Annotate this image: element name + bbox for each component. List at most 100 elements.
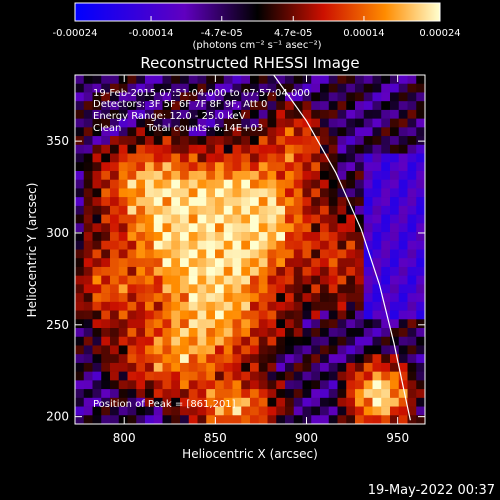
heatmap-cell bbox=[197, 336, 207, 346]
heatmap-cell bbox=[250, 380, 260, 390]
heatmap-cell bbox=[337, 371, 347, 381]
heatmap-cell bbox=[363, 284, 373, 294]
heatmap-cell bbox=[206, 153, 216, 163]
heatmap-cell bbox=[302, 319, 312, 329]
heatmap-cell bbox=[136, 258, 146, 268]
heatmap-cell bbox=[92, 258, 102, 268]
heatmap-cell bbox=[276, 101, 286, 111]
heatmap-cell bbox=[145, 389, 155, 399]
heatmap-cell bbox=[381, 301, 391, 311]
heatmap-cell bbox=[363, 258, 373, 268]
heatmap-cell bbox=[311, 415, 321, 424]
heatmap-cell bbox=[127, 223, 137, 233]
heatmap-cell bbox=[337, 275, 347, 285]
heatmap-cell bbox=[153, 232, 163, 242]
heatmap-cell bbox=[390, 284, 400, 294]
heatmap-cell bbox=[223, 144, 233, 154]
heatmap-cell bbox=[337, 354, 347, 364]
heatmap-cell bbox=[302, 188, 312, 198]
heatmap-cell bbox=[83, 249, 93, 259]
heatmap-cell bbox=[320, 362, 330, 372]
heatmap-cell bbox=[381, 92, 391, 102]
heatmap-cell bbox=[276, 153, 286, 163]
heatmap-cell bbox=[83, 258, 93, 268]
heatmap-cell bbox=[311, 188, 321, 198]
heatmap-cell bbox=[110, 354, 120, 364]
heatmap-cell bbox=[337, 197, 347, 207]
heatmap-cell bbox=[363, 144, 373, 154]
heatmap-cell bbox=[171, 144, 181, 154]
heatmap-cell bbox=[180, 205, 190, 215]
heatmap-cell bbox=[136, 249, 146, 259]
heatmap-cell bbox=[215, 389, 225, 399]
heatmap-cell bbox=[206, 362, 216, 372]
heatmap-cell bbox=[223, 118, 233, 128]
heatmap-cell bbox=[372, 197, 382, 207]
heatmap-cell bbox=[346, 249, 356, 259]
heatmap-cell bbox=[188, 415, 198, 424]
heatmap-cell bbox=[188, 92, 198, 102]
heatmap-cell bbox=[346, 109, 356, 119]
heatmap-cell bbox=[118, 266, 128, 276]
heatmap-cell bbox=[188, 293, 198, 303]
heatmap-cell bbox=[241, 406, 251, 416]
heatmap-cell bbox=[372, 284, 382, 294]
heatmap-cell bbox=[276, 214, 286, 224]
heatmap-cell bbox=[320, 179, 330, 189]
heatmap-cell bbox=[232, 415, 242, 424]
heatmap-cell bbox=[92, 170, 102, 180]
heatmap-cell bbox=[206, 188, 216, 198]
heatmap-cell bbox=[416, 266, 425, 276]
heatmap-cell bbox=[232, 162, 242, 172]
heatmap-cell bbox=[171, 232, 181, 242]
heatmap-cell bbox=[171, 83, 181, 93]
heatmap-cell bbox=[188, 380, 198, 390]
heatmap-cell bbox=[197, 275, 207, 285]
heatmap-cell bbox=[258, 162, 268, 172]
heatmap-cell bbox=[416, 328, 425, 338]
heatmap-cell bbox=[267, 293, 277, 303]
heatmap-cell bbox=[188, 301, 198, 311]
heatmap-cell bbox=[372, 380, 382, 390]
heatmap-cell bbox=[381, 345, 391, 355]
heatmap-cell bbox=[180, 179, 190, 189]
heatmap-cell bbox=[258, 75, 268, 85]
heatmap-cell bbox=[372, 362, 382, 372]
heatmap-cell bbox=[250, 249, 260, 259]
heatmap-cell bbox=[258, 380, 268, 390]
heatmap-cell bbox=[293, 406, 303, 416]
heatmap-cell bbox=[241, 188, 251, 198]
heatmap-cell bbox=[320, 75, 330, 85]
heatmap-cell bbox=[407, 101, 417, 111]
heatmap-cell bbox=[101, 406, 111, 416]
heatmap-cell bbox=[241, 371, 251, 381]
heatmap-cell bbox=[171, 389, 181, 399]
heatmap-cell bbox=[180, 336, 190, 346]
heatmap-cell bbox=[355, 301, 365, 311]
heatmap-cell bbox=[346, 380, 356, 390]
heatmap-cell bbox=[276, 109, 286, 119]
heatmap-cell bbox=[153, 205, 163, 215]
heatmap-cell bbox=[302, 179, 312, 189]
heatmap-cell bbox=[250, 284, 260, 294]
heatmap-cell bbox=[162, 354, 172, 364]
energy-range-annotation: Energy Range: 12.0 - 25.0 keV bbox=[93, 111, 246, 122]
heatmap-cell bbox=[197, 109, 207, 119]
heatmap-cell bbox=[258, 389, 268, 399]
heatmap-cell bbox=[311, 362, 321, 372]
heatmap-cell bbox=[381, 109, 391, 119]
heatmap-cell bbox=[320, 144, 330, 154]
heatmap-cell bbox=[232, 380, 242, 390]
heatmap-cell bbox=[285, 284, 295, 294]
heatmap-cell bbox=[145, 310, 155, 320]
heatmap-cell bbox=[206, 109, 216, 119]
x-tick-label: 900 bbox=[295, 431, 318, 445]
heatmap-cell bbox=[215, 153, 225, 163]
heatmap-cell bbox=[145, 83, 155, 93]
heatmap-cell bbox=[127, 101, 137, 111]
heatmap-cell bbox=[381, 197, 391, 207]
heatmap-cell bbox=[188, 371, 198, 381]
heatmap-cell bbox=[110, 197, 120, 207]
heatmap-cell bbox=[398, 136, 408, 146]
heatmap-cell bbox=[136, 275, 146, 285]
